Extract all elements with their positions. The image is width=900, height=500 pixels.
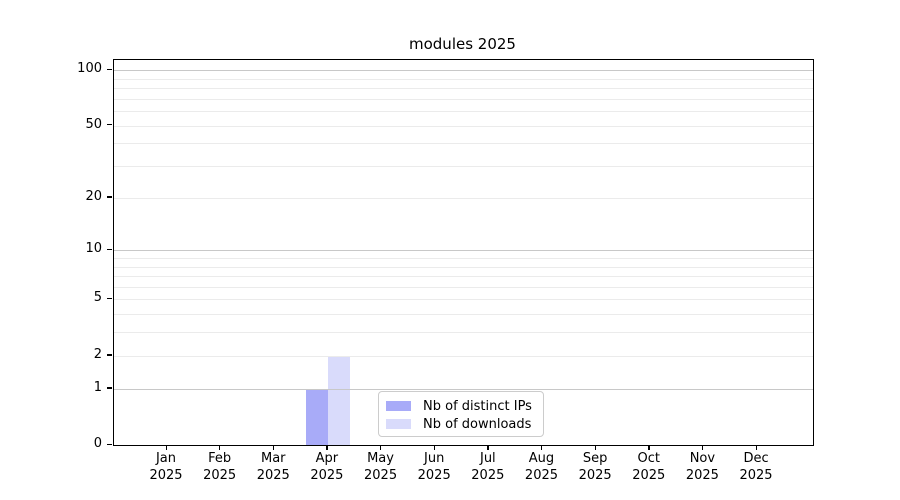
x-tick-label-feb: Feb 2025 (190, 451, 250, 484)
legend-swatch-downloads (386, 419, 411, 429)
gridline-minor-30 (114, 166, 813, 168)
gridline-minor-50 (114, 125, 813, 127)
y-tick-label-0: 0 (93, 436, 102, 451)
gridline-minor-5 (114, 299, 813, 301)
gridline-minor-2 (114, 355, 813, 357)
x-tick-month: Apr (315, 451, 339, 466)
gridline-minor-70 (114, 98, 813, 100)
x-tick-label-apr: Apr 2025 (297, 451, 357, 484)
x-tick-label-may: May 2025 (351, 451, 411, 484)
x-tick-mark-oct (648, 445, 650, 450)
x-tick-month: Feb (208, 451, 232, 466)
y-tick-mark-20 (107, 196, 112, 198)
y-tick-label-10: 10 (85, 241, 102, 257)
y-tick-label-50: 50 (85, 116, 102, 132)
y-tick-label-2: 2 (93, 346, 102, 362)
y-tick-mark-2 (107, 354, 112, 356)
gridline-major-1 (114, 388, 813, 390)
x-tick-mark-jun (433, 445, 435, 450)
bar-nb-of-distinct-ips-apr (305, 388, 328, 445)
x-tick-mark-jan (165, 445, 167, 450)
gridline-minor-60 (114, 111, 813, 113)
x-tick-mark-dec (755, 445, 757, 450)
gridline-minor-20 (114, 197, 813, 199)
x-tick-month: Mar (261, 451, 286, 466)
legend-entry-distinct-ips: Nb of distinct IPs (386, 397, 536, 415)
x-tick-label-nov: Nov 2025 (672, 451, 732, 484)
x-tick-label-sep: Sep 2025 (565, 451, 625, 484)
x-tick-label-dec: Dec 2025 (726, 451, 786, 484)
x-tick-year: 2025 (471, 467, 505, 483)
x-tick-mark-apr (326, 445, 328, 450)
gridline-major-100 (114, 70, 813, 72)
x-tick-month: Jul (479, 451, 496, 466)
x-tick-label-jan: Jan 2025 (136, 451, 196, 484)
x-tick-month: Sep (582, 451, 608, 466)
x-tick-year: 2025 (149, 467, 183, 483)
bar-nb-of-downloads-apr (327, 355, 350, 445)
x-tick-month: Jun (424, 451, 445, 466)
gridline-minor-4 (114, 314, 813, 316)
x-tick-year: 2025 (632, 467, 666, 483)
x-tick-year: 2025 (739, 467, 773, 483)
y-tick-label-20: 20 (85, 188, 102, 204)
x-tick-month: Dec (743, 451, 769, 466)
x-tick-month: Aug (528, 451, 555, 466)
x-tick-year: 2025 (203, 467, 237, 483)
x-tick-month: Nov (689, 451, 716, 466)
x-tick-year: 2025 (310, 467, 344, 483)
y-tick-mark-10 (107, 248, 112, 251)
legend: Nb of distinct IPs Nb of downloads (378, 391, 544, 437)
x-tick-year: 2025 (256, 467, 290, 483)
x-tick-mark-jul (487, 445, 489, 450)
x-tick-mark-sep (594, 445, 596, 450)
x-tick-mark-feb (219, 445, 221, 450)
legend-label-downloads: Nb of downloads (423, 416, 532, 432)
y-tick-mark-50 (107, 124, 112, 126)
x-tick-month: Jan (155, 451, 177, 466)
legend-label-distinct-ips: Nb of distinct IPs (423, 398, 532, 414)
x-tick-month: May (367, 451, 394, 466)
gridline-minor-8 (114, 266, 813, 268)
plot-area (113, 59, 814, 446)
y-tick-mark-1 (107, 387, 112, 389)
x-tick-year: 2025 (578, 467, 612, 483)
gridline-minor-9 (114, 258, 813, 259)
y-tick-mark-5 (107, 297, 112, 300)
y-tick-mark-100 (107, 68, 112, 70)
x-tick-month: Oct (637, 451, 660, 466)
x-tick-mark-aug (540, 445, 543, 450)
x-tick-mark-may (380, 445, 382, 450)
x-tick-label-oct: Oct 2025 (619, 451, 679, 484)
grid-layer (114, 60, 813, 445)
bars-layer (114, 60, 813, 445)
x-tick-label-aug: Aug 2025 (511, 451, 571, 484)
y-tick-label-1: 1 (93, 379, 102, 395)
y-tick-label-100: 100 (77, 61, 102, 77)
x-tick-mark-nov (701, 445, 704, 450)
x-tick-year: 2025 (524, 467, 559, 483)
x-tick-label-jun: Jun 2025 (404, 451, 464, 484)
x-tick-mark-mar (272, 445, 275, 450)
chart-title: modules 2025 (409, 35, 516, 53)
y-tick-label-5: 5 (93, 290, 102, 306)
x-tick-label-mar: Mar 2025 (243, 451, 303, 484)
x-tick-year: 2025 (364, 467, 398, 483)
gridline-minor-80 (114, 88, 813, 90)
gridline-minor-40 (114, 143, 813, 145)
legend-swatch-distinct-ips (386, 401, 411, 411)
x-tick-year: 2025 (417, 467, 451, 483)
gridline-minor-7 (114, 276, 813, 278)
y-tick-mark-0 (107, 443, 112, 445)
legend-entry-downloads: Nb of downloads (386, 415, 536, 433)
gridline-minor-6 (114, 286, 813, 288)
gridline-minor-90 (114, 78, 813, 80)
x-tick-year: 2025 (685, 467, 719, 483)
gridline-minor-3 (114, 332, 813, 334)
gridline-major-10 (114, 250, 813, 252)
x-tick-label-jul: Jul 2025 (458, 451, 518, 484)
